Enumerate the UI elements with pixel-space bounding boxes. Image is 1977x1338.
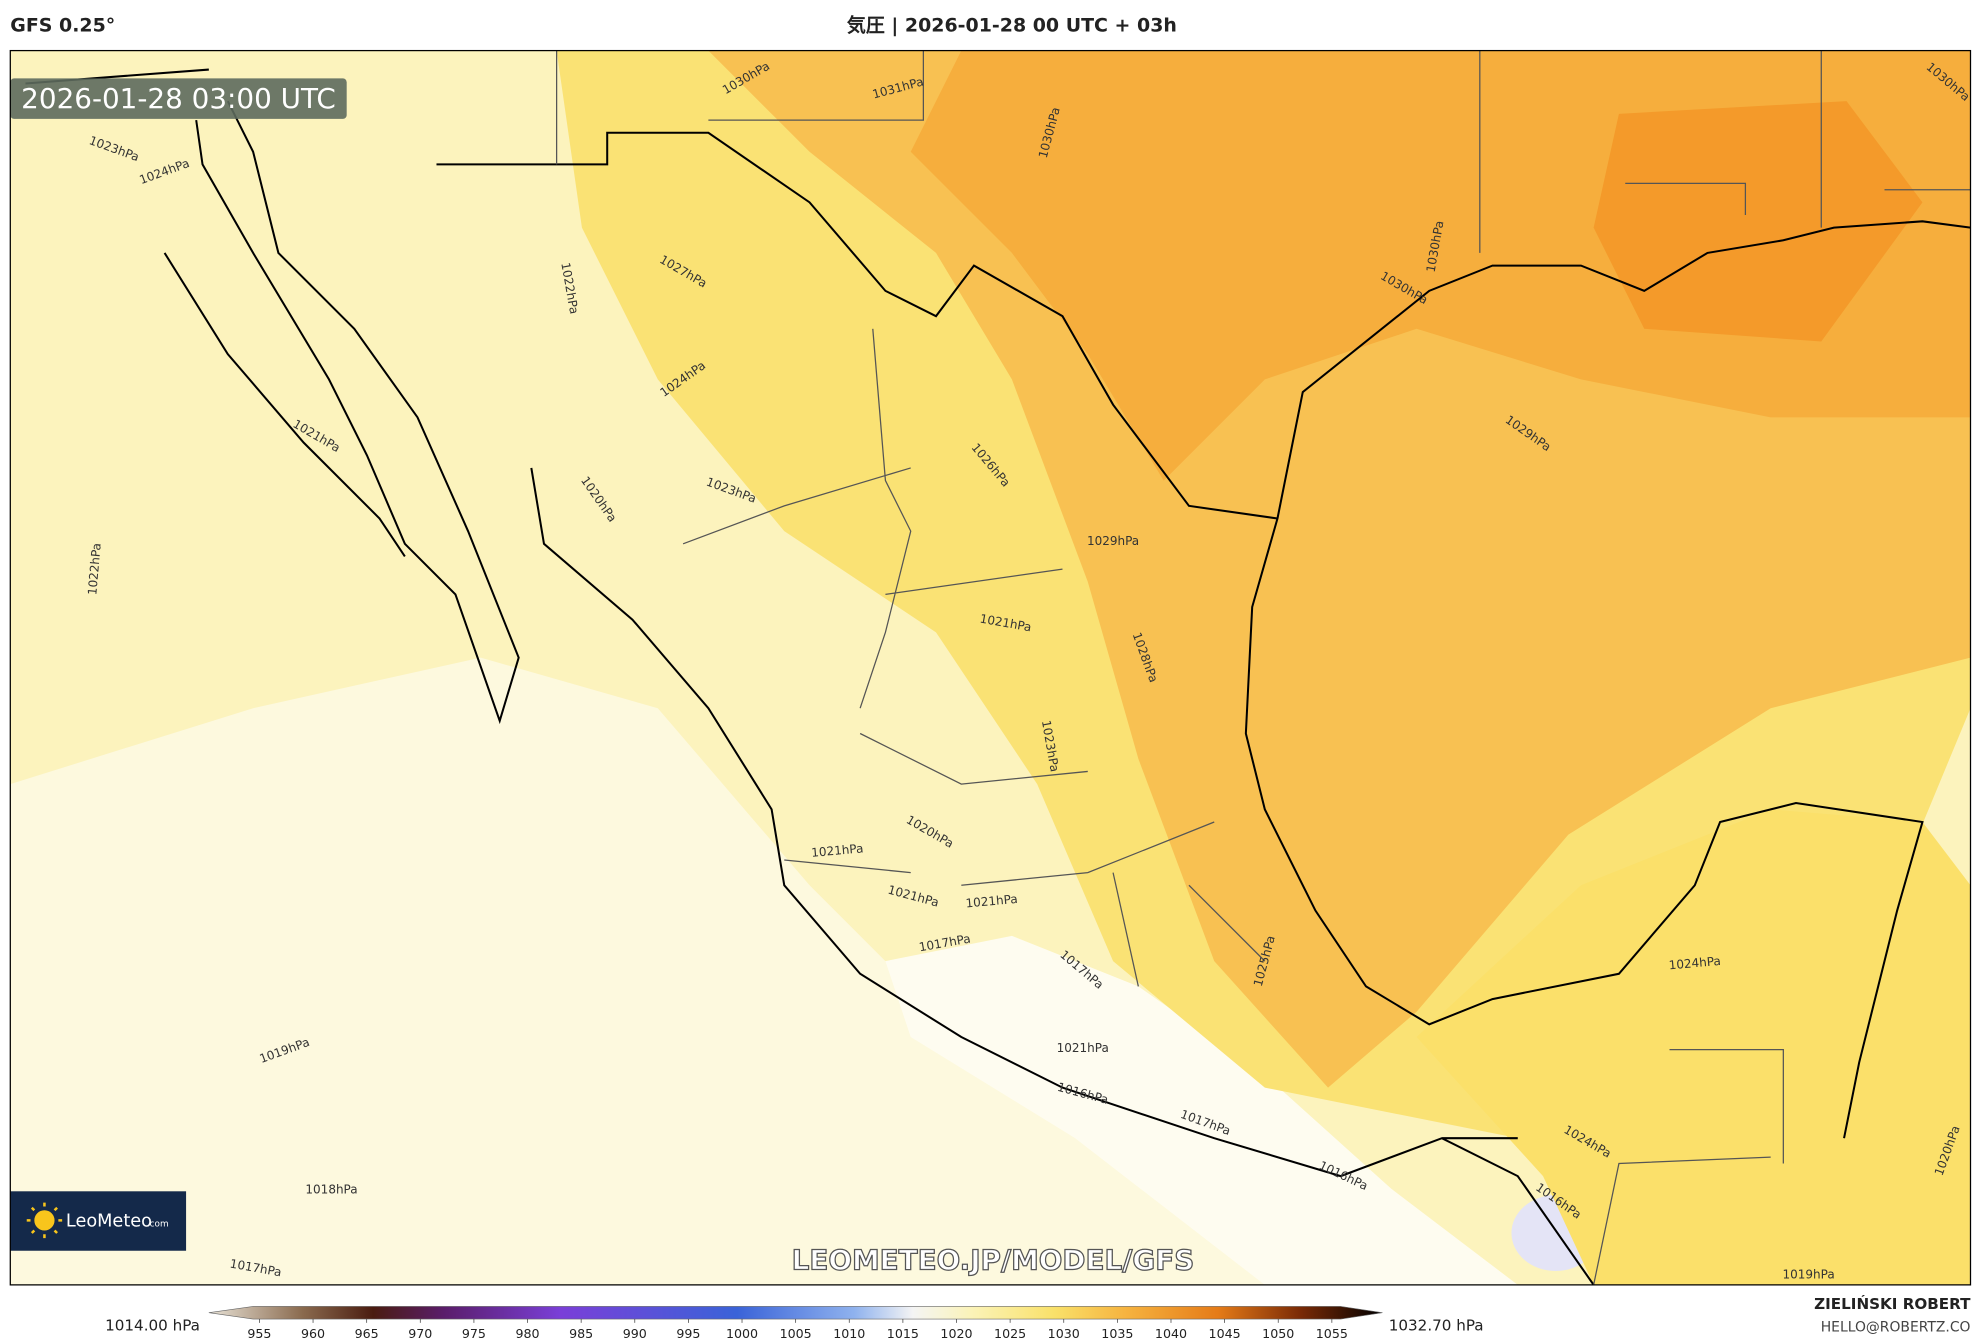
watermark: LEOMETEO.JP/MODEL/GFS xyxy=(792,1244,1195,1277)
map-frame xyxy=(9,49,1972,1286)
contour-label: 1019hPa xyxy=(1783,1267,1835,1281)
model-name: GFS 0.25° xyxy=(10,15,115,37)
colorbar-tick-label: 995 xyxy=(676,1326,700,1338)
pale-area xyxy=(885,935,1518,1285)
colorbar-tick-label: 965 xyxy=(355,1326,379,1338)
high-area xyxy=(1593,101,1923,342)
yucatan-area xyxy=(1416,809,1971,1285)
colorbar-tick-label: 990 xyxy=(623,1326,647,1338)
colorbar-tick-label: 1040 xyxy=(1155,1326,1187,1338)
colorbar-tick-label: 1020 xyxy=(940,1326,972,1338)
colorbar-tick-label: 1000 xyxy=(726,1326,758,1338)
colorbar-max: 1032.70 hPa xyxy=(1389,1316,1484,1334)
admin-border xyxy=(555,50,1971,1285)
logo-rays xyxy=(26,1202,63,1239)
logo-name: LeoMeteo xyxy=(66,1212,152,1232)
contour-label: 1021hPa xyxy=(1057,1041,1109,1055)
logo-sun xyxy=(34,1210,55,1231)
colorbar xyxy=(208,1306,1383,1320)
colorbar-tick-label: 955 xyxy=(247,1326,271,1338)
email: HELLO@ROBERTZ.CO xyxy=(1821,1320,1971,1336)
contour-label: 1024hPa xyxy=(1668,954,1721,972)
contour-label: 1018hPa xyxy=(305,1183,357,1197)
contour-label: 1022hPa xyxy=(85,542,103,595)
map: 1030hPa 1031hPa1030hPa1023hPa1024hPa1022h… xyxy=(10,50,1971,1285)
colorbar-tick-label: 1035 xyxy=(1101,1326,1133,1338)
border xyxy=(436,131,1278,520)
timestamp: 2026-01-28 03:00 UTC xyxy=(21,82,336,115)
colorbar-tick-label: 1015 xyxy=(887,1326,919,1338)
contour-label: 1021hPa xyxy=(811,841,864,859)
map-title: 気圧 | 2026-01-28 00 UTC + 03h xyxy=(847,14,1177,37)
pale-area xyxy=(10,657,1518,1285)
coastline xyxy=(25,68,1971,1285)
timestamp-box xyxy=(10,78,347,119)
colorbar-tick-label: 1005 xyxy=(780,1326,812,1338)
colorbar-tick-label: 985 xyxy=(569,1326,593,1338)
colorbar-tick-label: 1010 xyxy=(833,1326,865,1338)
colorbar-tick-label: 960 xyxy=(301,1326,325,1338)
colorbar-tick-label: 975 xyxy=(462,1326,486,1338)
colorbar-tick-label: 980 xyxy=(515,1326,539,1338)
author: ZIELIŃSKI ROBERT xyxy=(1814,1294,1971,1313)
colorbar-tick-label: 970 xyxy=(408,1326,432,1338)
contour-label: 1029hPa xyxy=(1087,534,1139,548)
colorbar-tick-label: 1045 xyxy=(1209,1326,1241,1338)
colorbar-tick-label: 1030 xyxy=(1048,1326,1080,1338)
contour-label: 1021hPa xyxy=(965,892,1018,910)
colorbar-tick-label: 1050 xyxy=(1262,1326,1294,1338)
colorbar-min: 1014.00 hPa xyxy=(105,1316,200,1334)
logo-suffix: .com xyxy=(147,1220,169,1230)
colorbar-tick-label: 1025 xyxy=(994,1326,1026,1338)
colorbar-tick-label: 1055 xyxy=(1316,1326,1348,1338)
